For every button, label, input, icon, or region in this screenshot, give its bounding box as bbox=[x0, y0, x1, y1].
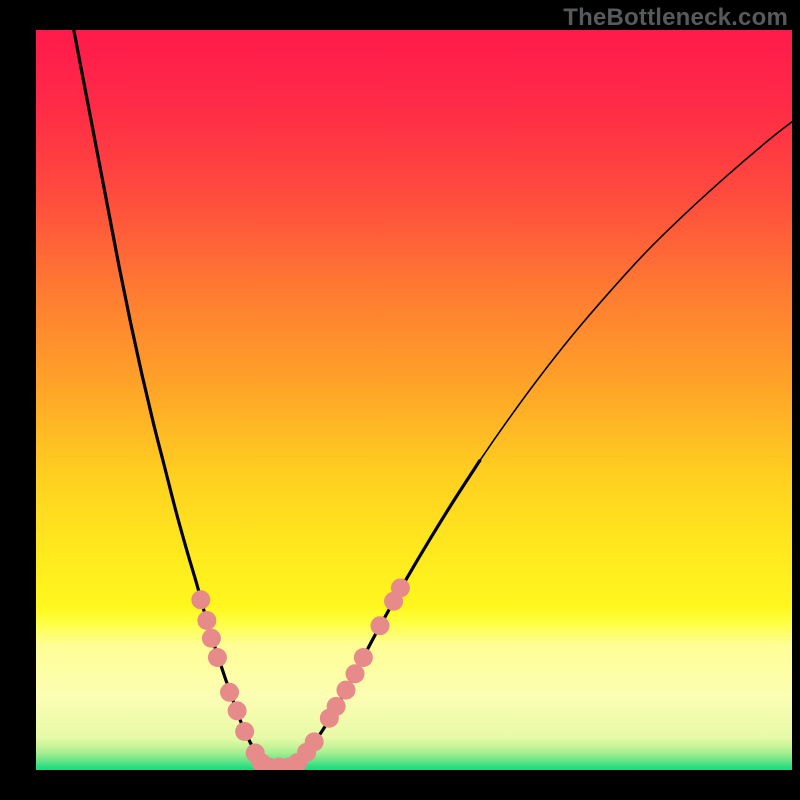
data-marker bbox=[305, 732, 324, 751]
data-marker bbox=[354, 648, 373, 667]
data-marker bbox=[191, 590, 210, 609]
watermark-text: TheBottleneck.com bbox=[563, 4, 788, 32]
data-marker bbox=[220, 683, 239, 702]
data-marker bbox=[391, 578, 410, 597]
data-marker bbox=[208, 648, 227, 667]
data-marker bbox=[327, 697, 346, 716]
data-marker bbox=[235, 722, 254, 741]
data-marker bbox=[370, 616, 389, 635]
data-marker bbox=[346, 664, 365, 683]
chart-svg bbox=[36, 30, 792, 770]
data-marker bbox=[228, 701, 247, 720]
plot-area bbox=[36, 30, 792, 770]
data-marker bbox=[197, 611, 216, 630]
data-marker bbox=[202, 629, 221, 648]
chart-container: TheBottleneck.com bbox=[0, 0, 800, 800]
data-marker bbox=[336, 681, 355, 700]
